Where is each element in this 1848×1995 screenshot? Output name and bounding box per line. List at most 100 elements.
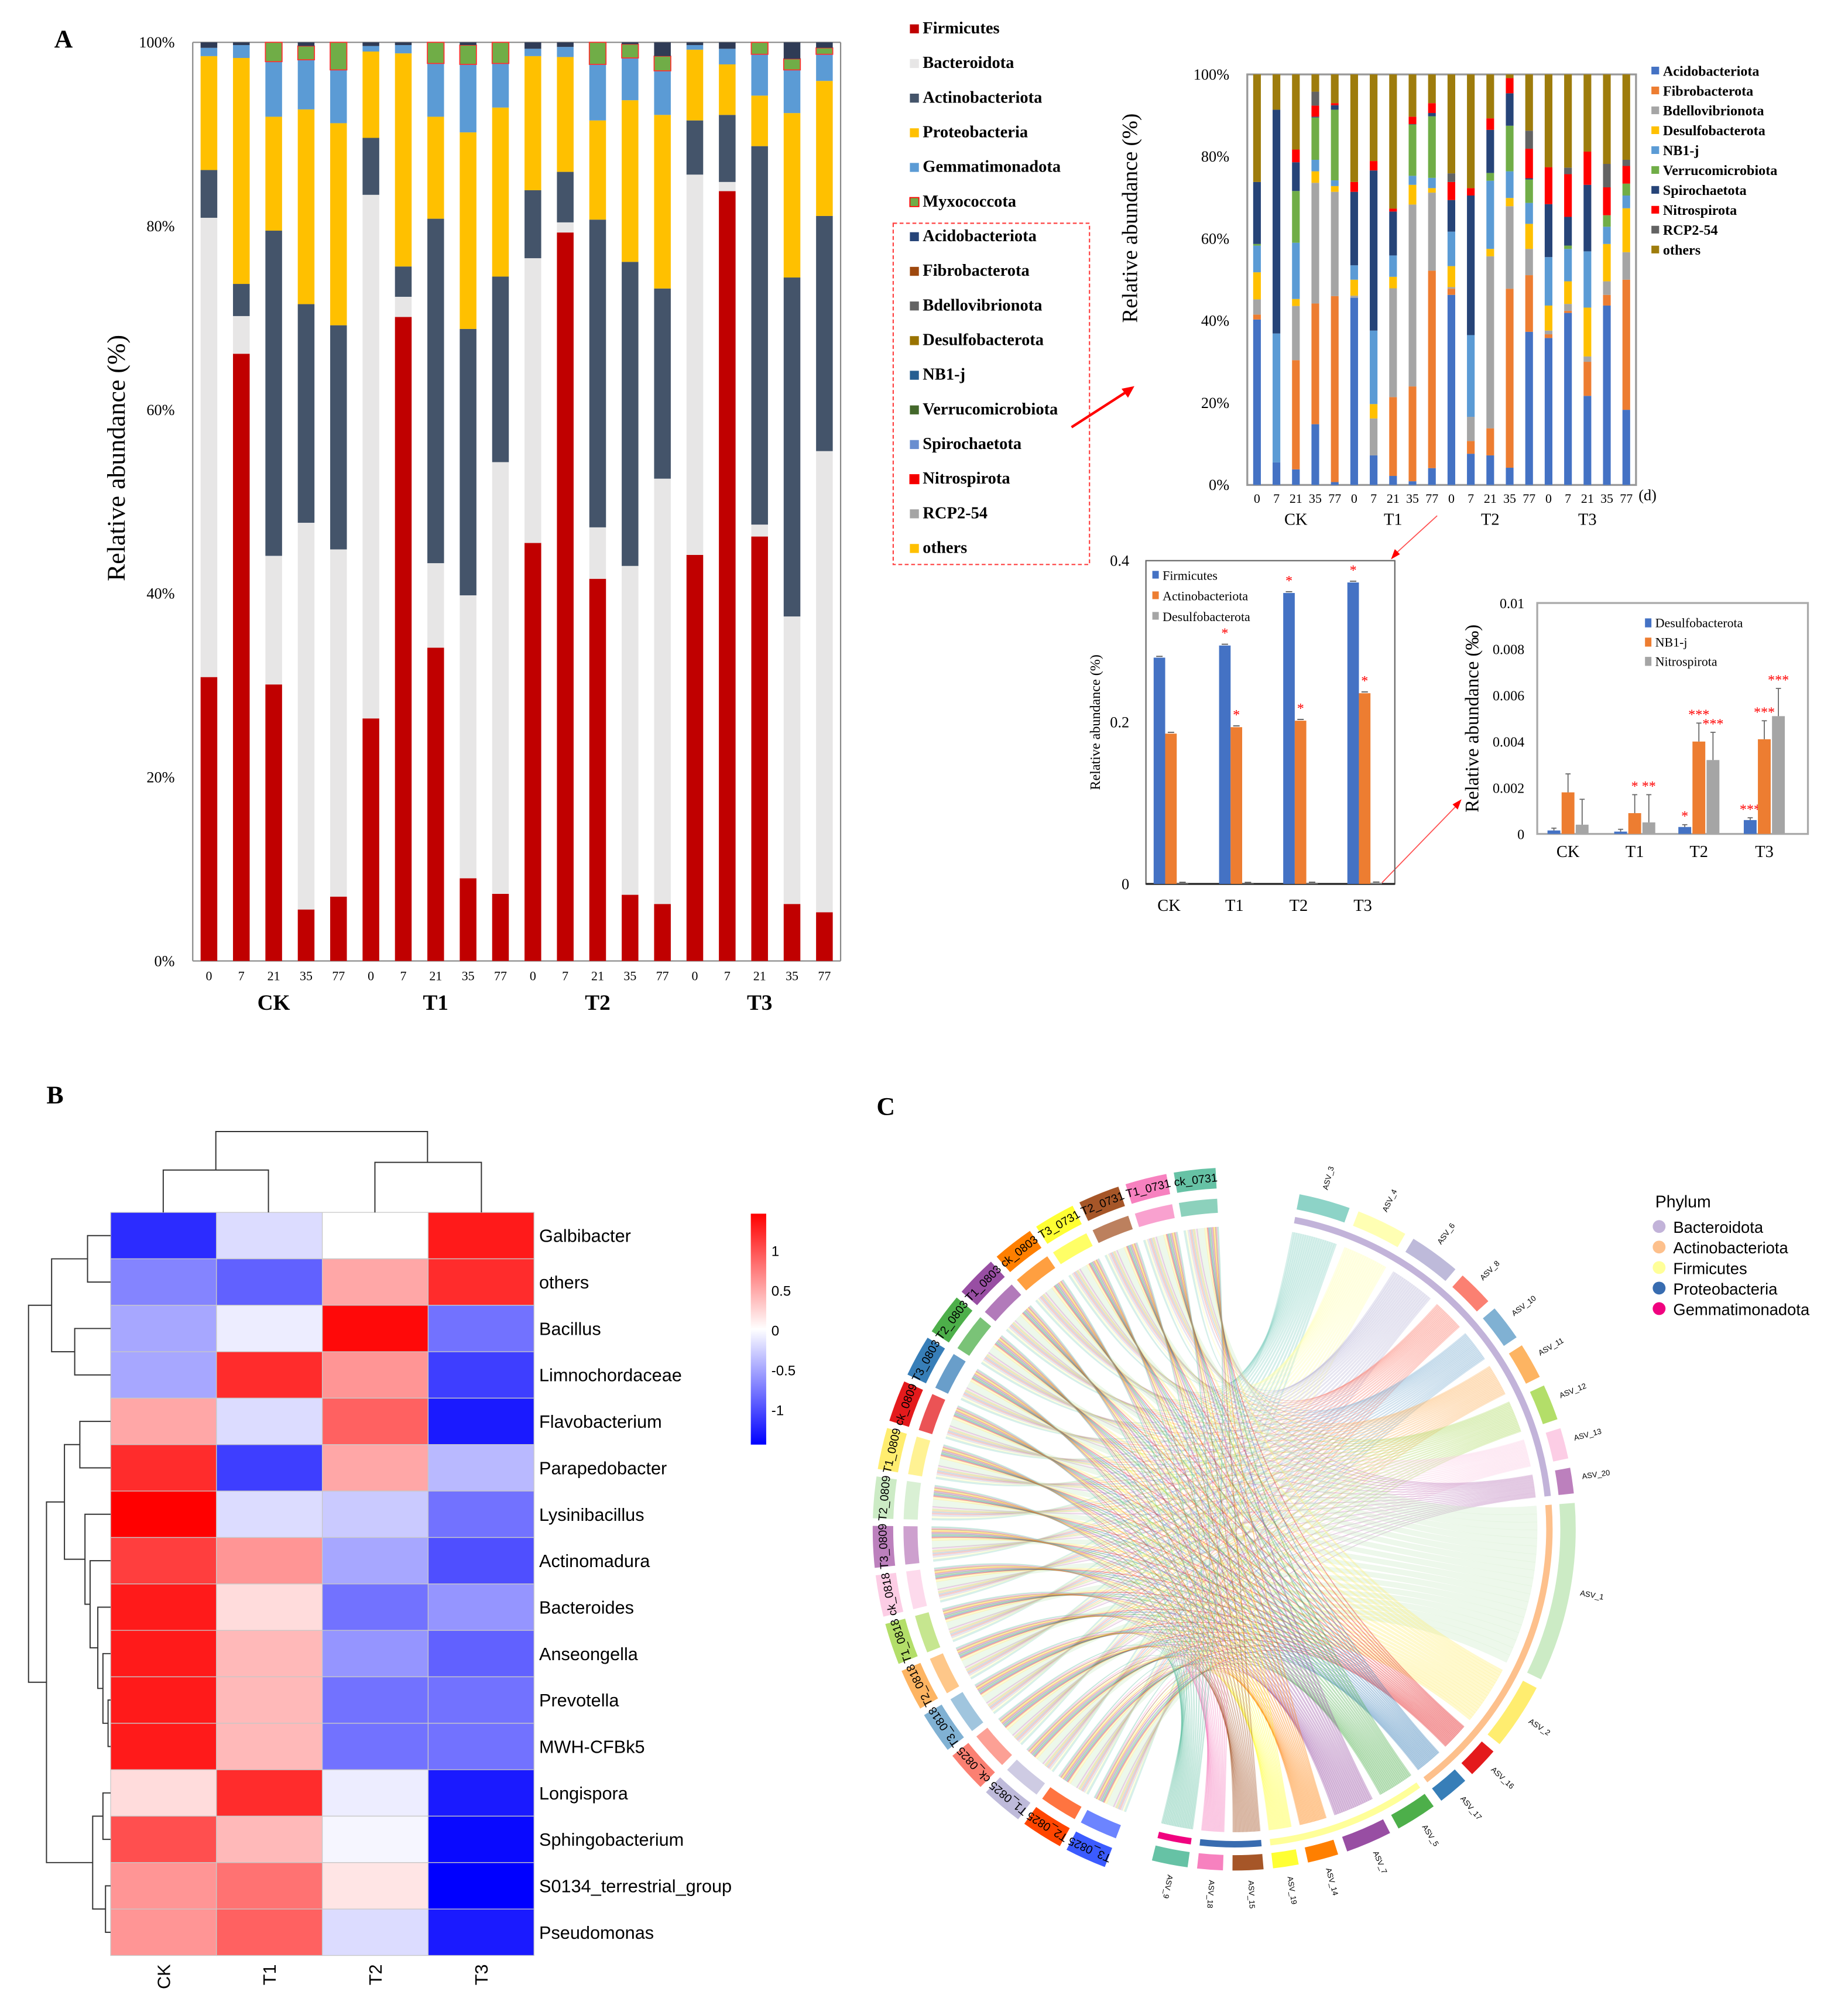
sample-segment[interactable] <box>889 1381 923 1427</box>
y-tick-label: 100% <box>1194 66 1229 83</box>
asv-segment[interactable] <box>1483 1308 1517 1346</box>
x-tick-label: 7 <box>1565 491 1571 506</box>
asv-segment[interactable] <box>1530 1385 1558 1424</box>
sample-inner-segment[interactable] <box>1134 1204 1175 1228</box>
asv-segment[interactable] <box>1196 1853 1224 1871</box>
sample-inner-segment[interactable] <box>1081 1809 1121 1839</box>
bar-segment-bdellovibrionota <box>1603 281 1611 295</box>
legend-swatch <box>910 544 919 553</box>
sample-inner-segment[interactable] <box>957 1317 992 1356</box>
bar-segment-firmicutes <box>492 893 509 961</box>
asv-segment[interactable] <box>1271 1849 1299 1869</box>
sample-segment[interactable] <box>901 1662 938 1709</box>
sample-inner-segment[interactable] <box>1017 1256 1055 1291</box>
x-tick-label: 35 <box>1503 491 1516 506</box>
asv-segment[interactable] <box>1461 1741 1494 1774</box>
bar-segment-gemmatimonadota <box>816 54 833 81</box>
chord-ribbon <box>975 1370 1251 1832</box>
asv-segment[interactable] <box>1555 1468 1574 1495</box>
bar-segment-gemmatimonadota <box>297 60 315 109</box>
sample-inner-segment[interactable] <box>1052 1233 1093 1264</box>
bar-segment-others <box>1311 74 1319 92</box>
chord-ribbon <box>977 1631 1345 1813</box>
sample-segment[interactable] <box>873 1476 897 1519</box>
asv-segment[interactable] <box>1342 1819 1390 1852</box>
asv-segment[interactable] <box>1297 1194 1350 1223</box>
sample-inner-segment[interactable] <box>1042 1787 1082 1819</box>
chord-ribbon <box>950 1318 1453 1637</box>
sample-segment[interactable] <box>1024 1807 1070 1846</box>
asv-segment[interactable] <box>1545 1428 1569 1462</box>
sample-segment[interactable] <box>952 1743 995 1787</box>
sample-segment[interactable] <box>885 1619 918 1664</box>
sample-segment[interactable] <box>1036 1205 1082 1244</box>
x-tick-label: 21 <box>753 968 766 983</box>
sample-segment[interactable] <box>924 1704 964 1750</box>
bar-segment-gemmatimonadota <box>265 61 282 117</box>
group-label: CK <box>258 991 290 1015</box>
chord-ribbon <box>934 1563 1184 1826</box>
asv-segment[interactable] <box>1432 1769 1466 1801</box>
chord-ribbon <box>960 1603 1481 1709</box>
asv-segment[interactable] <box>1151 1845 1190 1867</box>
chord-ribbon <box>940 1454 1456 1737</box>
asv-segment[interactable] <box>1487 1681 1537 1744</box>
sample-inner-segment[interactable] <box>915 1612 941 1653</box>
asv-label: ASV_8 <box>1478 1259 1501 1283</box>
sample-inner-segment[interactable] <box>906 1569 927 1610</box>
bar-segment-firmicutes <box>330 896 347 961</box>
legend-label: others <box>923 539 967 557</box>
chord-ribbon <box>1040 1295 1444 1417</box>
sample-inner-segment[interactable] <box>950 1692 983 1732</box>
sample-segment[interactable] <box>986 1777 1031 1819</box>
asv-segment[interactable] <box>1527 1503 1576 1679</box>
chord-ribbon <box>937 1344 1476 1486</box>
sample-inner-segment[interactable] <box>1007 1759 1045 1795</box>
asv-segment[interactable] <box>1304 1839 1339 1863</box>
sample-segment[interactable] <box>877 1428 907 1473</box>
sample-segment[interactable] <box>875 1572 904 1617</box>
x-tick-label: 35 <box>300 968 313 983</box>
chord-ribbon <box>942 1448 1315 1822</box>
sample-segment[interactable] <box>996 1230 1042 1273</box>
chord-ribbon <box>976 1369 1191 1828</box>
bar-nitrospirota <box>1772 716 1785 834</box>
asv-segment[interactable] <box>1353 1211 1405 1247</box>
chord-ribbon <box>1048 1294 1428 1770</box>
sample-inner-segment[interactable] <box>985 1284 1021 1322</box>
sample-inner-segment[interactable] <box>903 1480 921 1520</box>
bar-segment-nb1-j <box>1370 330 1378 405</box>
sample-segment[interactable] <box>1066 1831 1112 1867</box>
sample-inner-segment[interactable] <box>1092 1215 1133 1243</box>
bar-segment-acidobacteriota <box>1583 396 1592 485</box>
sample-inner-segment[interactable] <box>976 1727 1012 1766</box>
asv-segment[interactable] <box>1452 1275 1489 1312</box>
legend-swatch <box>910 59 919 68</box>
heatmap-cell <box>110 1908 217 1956</box>
sample-segment[interactable] <box>931 1297 973 1343</box>
sample-segment[interactable] <box>961 1262 1005 1305</box>
chord-ribbon <box>1103 1650 1447 1803</box>
bar-segment-bacteroidota <box>686 174 704 555</box>
sample-segment[interactable] <box>872 1526 896 1568</box>
bar-segment-myxococcota <box>783 58 801 71</box>
chord-ribbons <box>931 1226 1538 1832</box>
asv-segment[interactable] <box>1391 1794 1434 1829</box>
sample-segment[interactable] <box>907 1338 945 1384</box>
chord-ribbon <box>989 1352 1482 1709</box>
sample-inner-segment[interactable] <box>918 1394 945 1435</box>
chord-ribbon <box>942 1445 1216 1832</box>
sample-segment[interactable] <box>1174 1168 1217 1193</box>
sample-inner-segment[interactable] <box>903 1526 920 1565</box>
heatmap-cell <box>427 1351 534 1399</box>
asv-segment[interactable] <box>1232 1854 1264 1871</box>
sample-inner-segment[interactable] <box>930 1653 959 1694</box>
asv-segment[interactable] <box>1508 1345 1540 1384</box>
sample-segment[interactable] <box>1125 1174 1171 1204</box>
asv-segment[interactable] <box>1405 1239 1456 1281</box>
bar-segment-fibrobacterota <box>1603 294 1611 306</box>
sample-inner-segment[interactable] <box>908 1437 931 1477</box>
sample-inner-segment[interactable] <box>1178 1198 1218 1217</box>
sample-inner-segment[interactable] <box>935 1353 966 1394</box>
sample-segment[interactable] <box>1079 1187 1125 1221</box>
